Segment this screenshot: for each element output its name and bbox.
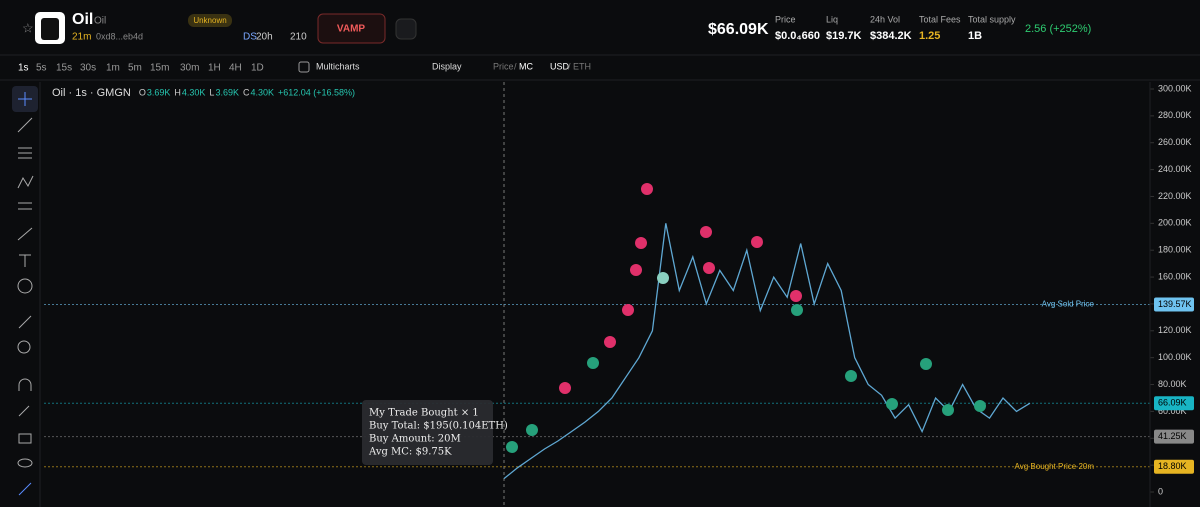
y-tick-label: 80.00K: [1158, 379, 1187, 389]
ohlc-value: 3.69K: [215, 87, 239, 97]
address[interactable]: 0xd8...eb4d: [96, 31, 143, 41]
timeframe[interactable]: 1s: [18, 63, 29, 74]
y-tick-label: 180.00K: [1158, 245, 1192, 255]
ohlc-key: H: [174, 87, 181, 97]
price-tag-label: 41.25K: [1158, 431, 1187, 441]
timeframe[interactable]: 1D: [251, 63, 264, 74]
y-tick-label: 60.00K: [1158, 406, 1187, 416]
stat-value: $0.0₄660: [775, 30, 820, 42]
mc-toggle[interactable]: MC: [519, 61, 533, 71]
stat-value: 1.25: [919, 30, 940, 42]
stat-label: Total supply: [968, 14, 1016, 24]
y-tick-label: 260.00K: [1158, 137, 1192, 147]
stat-value: $384.2K: [870, 30, 912, 42]
y-tick-label: 200.00K: [1158, 218, 1192, 228]
tooltip-line: Buy Amount: 20M: [369, 434, 461, 445]
slash: /: [514, 61, 517, 71]
star[interactable]: ☆: [22, 20, 34, 35]
token-name: Oil: [72, 11, 93, 28]
ds-age: 20h: [256, 32, 273, 43]
timeframe[interactable]: 15m: [150, 63, 169, 74]
trade-markers: [506, 183, 986, 453]
legend-title: Oil · 1s · GMGN: [52, 87, 131, 99]
ds: DS: [243, 32, 257, 43]
tool-icons: [17, 92, 34, 496]
multicharts[interactable]: Multicharts: [316, 61, 360, 71]
checkbox[interactable]: [298, 61, 310, 73]
tooltip-line: My Trade Bought × 1: [369, 408, 479, 419]
timeframe[interactable]: 5s: [36, 63, 47, 74]
timeframe[interactable]: 4H: [229, 63, 242, 74]
price-tag: [1154, 396, 1194, 411]
timeframe[interactable]: 5m: [128, 63, 142, 74]
usd-toggle[interactable]: USD: [550, 61, 570, 71]
tooltip-line: Avg MC: $9.75K: [368, 447, 452, 458]
tooltip-line: Buy Total: $195(0.104ETH): [369, 421, 508, 432]
price-tag-label: 66.09K: [1158, 398, 1187, 408]
age: 21m: [72, 32, 91, 43]
y-tick-label: 300.00K: [1158, 83, 1192, 93]
timeframe[interactable]: 30m: [180, 63, 199, 74]
badge: Unknown: [193, 16, 226, 25]
timeframe[interactable]: 30s: [80, 63, 96, 74]
ohlc-value: 4.30K: [182, 87, 206, 97]
price-tag: [1154, 297, 1194, 312]
timeframe[interactable]: 1H: [208, 63, 221, 74]
price-tag-label: 18.80K: [1158, 461, 1187, 471]
token-icon-barrel: [41, 18, 59, 40]
y-tick-label: 240.00K: [1158, 164, 1192, 174]
stat-label: 24h Vol: [870, 14, 900, 24]
price-line-series: [503, 223, 1031, 480]
ohlc-value: 3.69K: [147, 87, 171, 97]
stat-label: Liq: [826, 14, 838, 24]
ohlc-value: 4.30K: [250, 87, 274, 97]
ohlc-key: O: [139, 87, 146, 97]
price-tag: [1154, 459, 1194, 474]
timeframe[interactable]: 1m: [106, 63, 120, 74]
price-line-label: Avg Bought Price 20m: [1015, 462, 1095, 471]
ohlc-change: +612.04 (+16.58%): [278, 87, 355, 97]
ohlc-key: C: [243, 87, 250, 97]
stat-label: Price: [775, 14, 796, 24]
stat-value: $19.7K: [826, 30, 862, 42]
stat-value: 1B: [968, 30, 982, 42]
y-tick-label: 160.00K: [1158, 271, 1192, 281]
y-tick-label: 220.00K: [1158, 191, 1192, 201]
y-tick-label: 280.00K: [1158, 110, 1192, 120]
stat-label: Total Fees: [919, 14, 961, 24]
ohlc-key: L: [209, 87, 214, 97]
badge-bg: [188, 14, 232, 27]
price-line-label: Avg Sold Price: [1042, 300, 1095, 309]
slash: /: [568, 61, 571, 71]
timeframe[interactable]: 15s: [56, 63, 72, 74]
vamp-label: VAMP: [337, 24, 365, 35]
change: 2.56 (+252%): [1025, 23, 1091, 35]
views: 210: [290, 32, 307, 43]
price-tag: [1154, 429, 1194, 444]
settings-button[interactable]: [395, 18, 417, 40]
eth-toggle[interactable]: ETH: [573, 61, 591, 71]
display[interactable]: Display: [432, 61, 462, 71]
price-toggle[interactable]: Price: [493, 61, 514, 71]
vamp-button[interactable]: [317, 13, 386, 44]
y-tick-label: 100.00K: [1158, 352, 1192, 362]
token-ticker: Oil: [94, 16, 106, 27]
price-tag-label: 139.57K: [1158, 299, 1192, 309]
y-tick-label: 120.00K: [1158, 325, 1192, 335]
y-tick-label: 0: [1158, 486, 1163, 496]
tooltip: [362, 400, 493, 465]
market-cap: $66.09K: [708, 21, 769, 38]
